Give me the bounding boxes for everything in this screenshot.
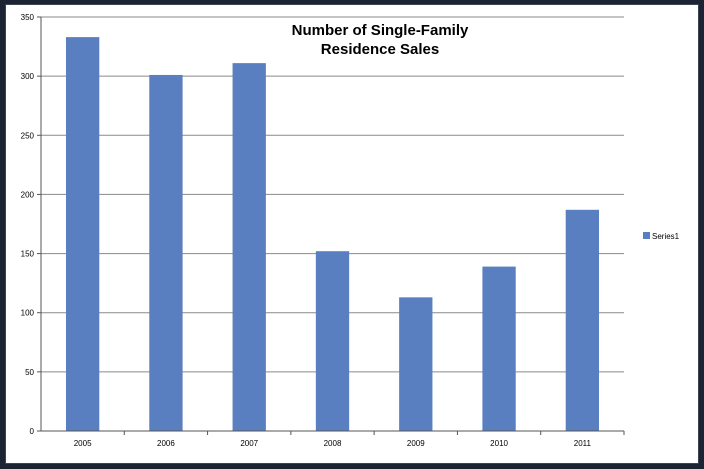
bar-2007 xyxy=(232,63,266,431)
y-tick-labels: 0 50 100 150 200 250 300 350 xyxy=(21,13,35,436)
y-tick-label: 0 xyxy=(30,427,35,436)
legend-label-series1: Series1 xyxy=(652,232,680,241)
bar-2011 xyxy=(565,209,600,431)
x-tick-label-2011: 2011 xyxy=(574,439,592,448)
bar-2005 xyxy=(65,37,100,431)
chart-area: 0 50 100 150 200 250 300 350 2005 2006 2007 2008 20… xyxy=(5,4,699,464)
y-tick-label: 100 xyxy=(21,309,35,318)
bar-2006 xyxy=(149,74,183,432)
y-tick-label: 250 xyxy=(21,131,35,140)
chart-title-line-2: Residence Sales xyxy=(321,41,439,58)
y-tick-label: 300 xyxy=(21,72,35,81)
y-tick-label: 50 xyxy=(25,368,34,377)
y-tick-label: 350 xyxy=(21,13,35,22)
bar-2008 xyxy=(315,251,350,431)
x-tick-label-2007: 2007 xyxy=(240,439,258,448)
bar-2010 xyxy=(482,266,516,431)
chart-title-line-1: Number of Single-Family xyxy=(292,22,469,39)
chart-title: Number of Single-Family Residence Sales xyxy=(292,22,469,58)
legend: Series1 xyxy=(643,232,680,241)
y-tick-label: 150 xyxy=(21,250,35,259)
legend-swatch-series1 xyxy=(643,232,650,239)
axes xyxy=(40,17,624,432)
bars xyxy=(65,37,625,435)
x-tick-label-2009: 2009 xyxy=(407,439,425,448)
x-tick-label-2005: 2005 xyxy=(74,439,92,448)
bar-2009 xyxy=(399,297,433,431)
x-tick-labels: 2005 2006 2007 2008 2009 2010 2011 xyxy=(74,439,592,448)
x-tick-label-2010: 2010 xyxy=(490,439,508,448)
x-tick-label-2008: 2008 xyxy=(324,439,342,448)
x-tick-label-2006: 2006 xyxy=(157,439,175,448)
y-tick-label: 200 xyxy=(21,190,35,199)
